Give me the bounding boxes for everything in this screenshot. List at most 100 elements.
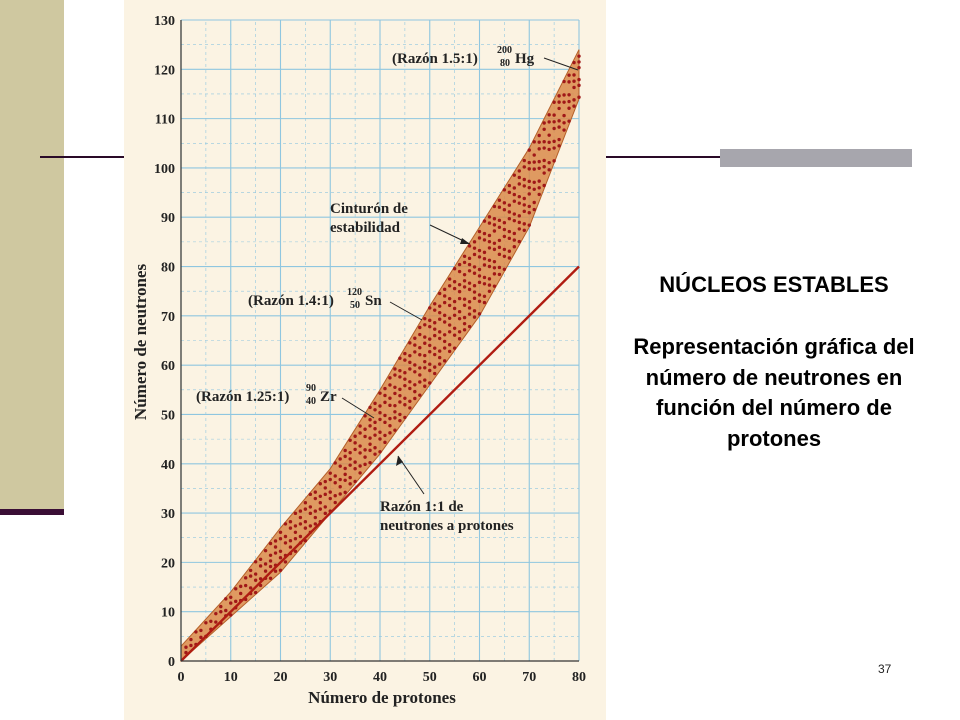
nuclide-dot bbox=[477, 248, 482, 253]
nuclide-dot bbox=[537, 179, 541, 183]
nuclide-dot bbox=[552, 100, 556, 104]
gray-accent-bar bbox=[720, 149, 912, 167]
nuclide-dot bbox=[288, 526, 293, 530]
nuclide-dot bbox=[239, 584, 243, 589]
nuclide-dot bbox=[457, 289, 462, 294]
y-tick-label: 70 bbox=[161, 310, 175, 325]
nuclide-dot bbox=[472, 309, 477, 313]
nuclide-dot bbox=[248, 568, 253, 573]
nuclide-dot bbox=[472, 240, 477, 244]
nuclide-dot bbox=[398, 412, 402, 417]
nuclide-dot bbox=[383, 386, 387, 391]
nuclide-dot bbox=[497, 198, 502, 202]
nuclide-dot bbox=[378, 417, 382, 422]
nuclide-dot bbox=[517, 214, 521, 218]
belt-label-arrowhead bbox=[460, 238, 470, 244]
nuclide-dot bbox=[438, 291, 442, 296]
nuclide-dot bbox=[452, 299, 457, 304]
nuclide-dot bbox=[542, 127, 546, 131]
divider-line-left bbox=[40, 156, 130, 158]
nuclide-dot bbox=[442, 294, 447, 298]
nuclide-dot bbox=[348, 438, 352, 442]
nuclide-dot bbox=[512, 231, 517, 236]
nuclide-dot bbox=[472, 246, 477, 250]
nuclide-dot bbox=[522, 228, 526, 232]
nuclide-dot bbox=[577, 77, 581, 82]
ratio-1-1-line bbox=[180, 265, 580, 662]
nuclide-dot bbox=[273, 539, 278, 543]
nuclide-dot bbox=[258, 564, 263, 568]
nuclide-dot bbox=[552, 113, 556, 117]
nuclide-dot bbox=[348, 463, 352, 467]
nuclide-dot bbox=[442, 320, 447, 324]
nuclide-dot bbox=[343, 472, 347, 477]
annotation-sn-symbol: Sn bbox=[365, 293, 382, 309]
nuclide-dot bbox=[313, 490, 318, 494]
nuclide-dot bbox=[378, 430, 382, 434]
nuclide-dot bbox=[467, 269, 472, 273]
nuclide-dot bbox=[288, 545, 293, 549]
nuclide-dot bbox=[438, 330, 442, 334]
nuclide-dot bbox=[457, 330, 462, 334]
nuclide-dot bbox=[522, 203, 526, 207]
nuclide-dot bbox=[507, 249, 512, 253]
nuclide-dot bbox=[313, 496, 318, 501]
nuclide-dot bbox=[323, 492, 327, 497]
nuclide-dot bbox=[467, 281, 472, 285]
nuclide-dot bbox=[323, 479, 327, 484]
nuclide-dot bbox=[547, 147, 551, 152]
nuclide-dot bbox=[413, 336, 417, 340]
nuclide-dot bbox=[477, 299, 482, 304]
nuclide-dot bbox=[368, 418, 372, 422]
nuclide-dot bbox=[268, 559, 273, 563]
nuclide-dot bbox=[214, 611, 218, 616]
nuclide-dot bbox=[482, 219, 487, 223]
nuclide-dot bbox=[517, 175, 521, 180]
nuclide-dot bbox=[477, 255, 482, 259]
nuclide-dot bbox=[433, 365, 437, 369]
nuclide-dot bbox=[303, 501, 308, 505]
nuclide-dot bbox=[363, 427, 367, 431]
nuclide-dot bbox=[472, 271, 477, 275]
nuclide-dot bbox=[333, 500, 337, 505]
nuclide-dot bbox=[378, 411, 382, 415]
x-tick-label: 60 bbox=[473, 670, 487, 685]
nuclide-dot bbox=[253, 578, 258, 582]
stability-chart: 0 10 20 30 40 50 60 70 80 0 10 20 30 40 50 60 70 80 90 100… bbox=[131, 14, 586, 707]
nuclide-dot bbox=[358, 471, 362, 475]
nuclide-dot bbox=[403, 358, 407, 362]
nuclide-dot bbox=[442, 300, 447, 305]
nuclide-dot bbox=[403, 415, 407, 420]
nuclide-dot bbox=[492, 241, 497, 245]
nuclide-dot bbox=[462, 272, 467, 277]
nuclide-dot bbox=[507, 190, 512, 195]
nuclide-dot bbox=[472, 265, 477, 269]
nuclide-dot bbox=[577, 65, 581, 70]
nuclide-dot bbox=[552, 120, 556, 124]
nuclide-dot bbox=[219, 609, 223, 614]
nuclide-dot bbox=[408, 399, 412, 403]
nuclide-dot bbox=[234, 599, 238, 604]
nuclide-dot bbox=[462, 254, 467, 258]
nuclide-dot bbox=[532, 200, 536, 205]
nuclide-dot bbox=[572, 60, 576, 65]
nuclide-dot bbox=[438, 349, 442, 353]
nuclide-dot bbox=[447, 296, 452, 301]
belt-label-line2: estabilidad bbox=[330, 220, 401, 236]
nuclide-dot bbox=[442, 359, 447, 363]
nuclide-dot bbox=[447, 323, 452, 327]
nuclide-dot bbox=[378, 437, 382, 441]
nuclide-dot bbox=[308, 492, 313, 497]
nuclide-dot bbox=[184, 650, 188, 655]
annotation-zr-atomic: 40 bbox=[306, 396, 316, 407]
nuclide-dot bbox=[562, 93, 566, 97]
nuclide-dot bbox=[487, 264, 492, 269]
nuclide-dot bbox=[512, 199, 517, 203]
nuclide-dot bbox=[502, 221, 507, 225]
nuclide-dot bbox=[338, 464, 342, 468]
nuclide-dot bbox=[398, 418, 402, 423]
nuclide-dot bbox=[288, 520, 293, 524]
y-tick-label: 80 bbox=[161, 261, 175, 276]
nuclide-dot bbox=[552, 159, 556, 163]
y-tick-label: 30 bbox=[161, 507, 175, 522]
